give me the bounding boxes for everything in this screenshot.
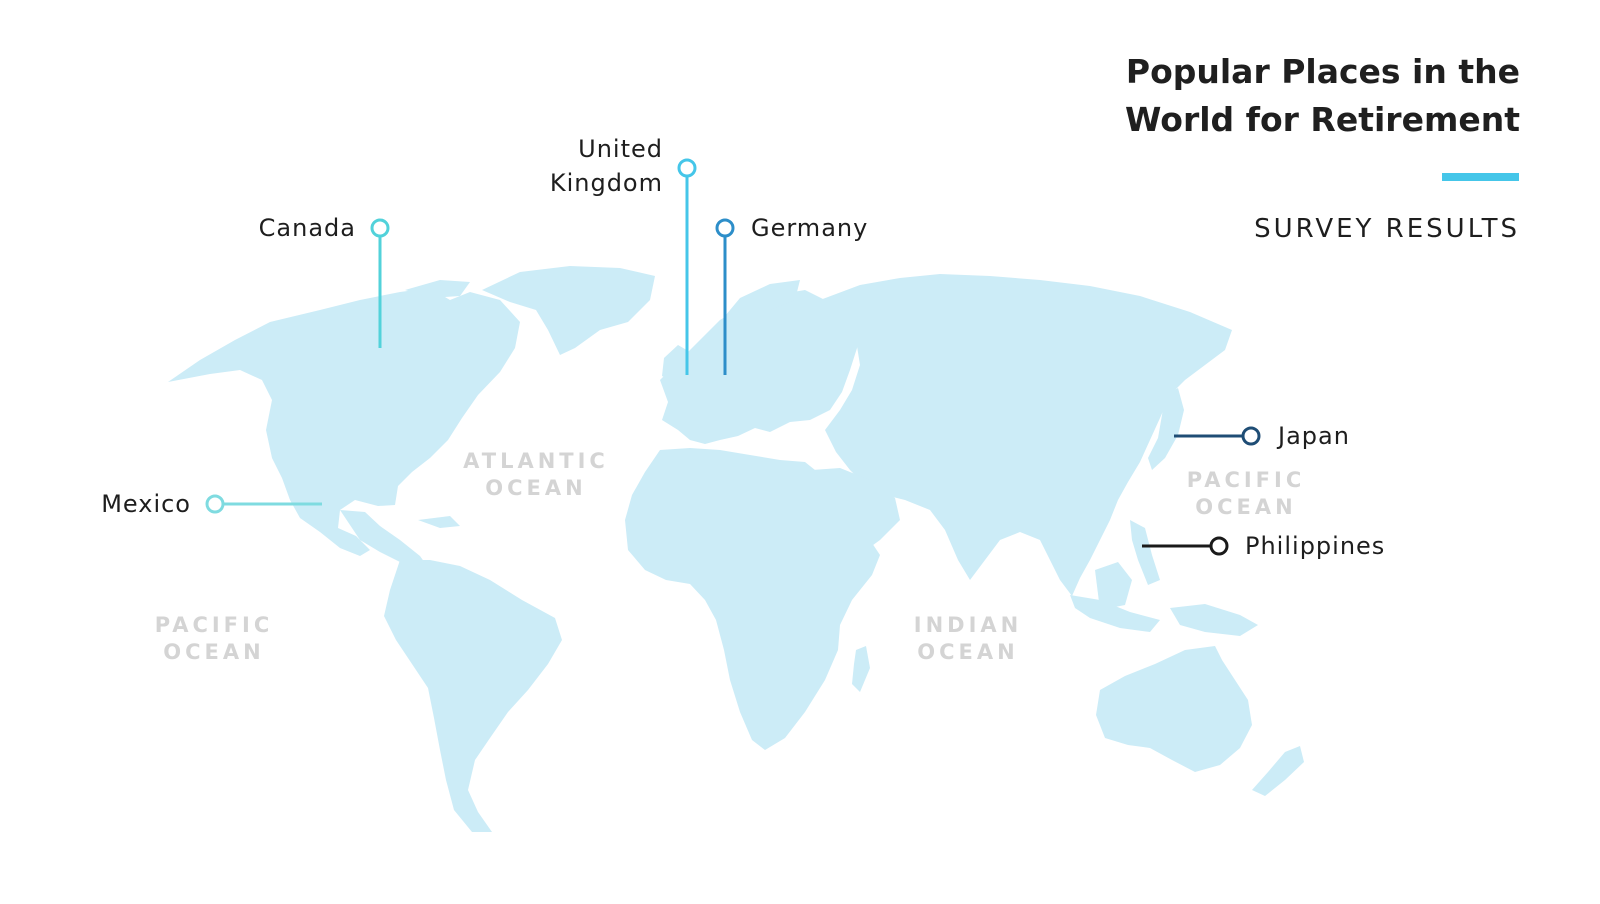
ocean-label-indian-line1: INDIAN [913, 613, 1023, 637]
south-america-landmass [384, 560, 562, 832]
title-accent-bar [1442, 173, 1519, 181]
ocean-label-pacific-west-line2: OCEAN [163, 640, 265, 664]
marker-mexico-ring[interactable] [205, 494, 225, 514]
north-america-landmass [168, 288, 520, 556]
japan-landmass [1148, 388, 1184, 470]
marker-label-japan: Japan [1278, 422, 1350, 450]
ocean-label-atlantic-line1: ATLANTIC [463, 449, 609, 473]
page-title-line1: Popular Places in the [1125, 52, 1520, 91]
ocean-label-pacific-west-line1: PACIFIC [154, 613, 274, 637]
ocean-label-pacific-east-line2: OCEAN [1195, 495, 1297, 519]
ocean-label-pacific-east: PACIFIC OCEAN [1126, 467, 1366, 521]
ocean-label-atlantic-line2: OCEAN [485, 476, 587, 500]
ocean-label-indian-line2: OCEAN [917, 640, 1019, 664]
caribbean-islands-landmass [418, 516, 460, 528]
marker-germany[interactable] [715, 218, 735, 375]
madagascar-landmass [852, 646, 870, 692]
marker-germany-ring[interactable] [715, 218, 735, 238]
marker-mexico[interactable] [205, 494, 322, 514]
ocean-label-pacific-west: PACIFIC OCEAN [94, 612, 334, 666]
marker-japan-ring[interactable] [1241, 426, 1261, 446]
marker-canada-ring[interactable] [370, 218, 390, 238]
greenland-landmass [482, 266, 655, 355]
scandinavia-landmass [720, 280, 800, 325]
central-america-landmass [340, 510, 430, 574]
ocean-label-atlantic: ATLANTIC OCEAN [416, 448, 656, 502]
land-masses [168, 266, 1304, 832]
arctic-islands-landmass [405, 280, 470, 298]
marker-canada[interactable] [370, 218, 390, 348]
britain-landmass [662, 345, 690, 382]
marker-philippines-ring[interactable] [1209, 536, 1229, 556]
africa-landmass [625, 448, 880, 750]
ocean-label-indian: INDIAN OCEAN [848, 612, 1088, 666]
new-zealand-landmass [1252, 746, 1304, 796]
marker-uk[interactable] [677, 158, 697, 375]
marker-japan[interactable] [1174, 426, 1261, 446]
marker-label-mexico: Mexico [101, 490, 191, 518]
philippines-landmass [1130, 520, 1160, 585]
marker-label-uk-line1: United [578, 135, 663, 163]
marker-label-uk: United Kingdom [550, 132, 663, 200]
europe-landmass [660, 290, 860, 444]
page-title: Popular Places in the World for Retireme… [1125, 48, 1520, 144]
asia-landmass [820, 274, 1232, 596]
indonesia-landmass [1070, 595, 1160, 632]
marker-label-uk-line2: Kingdom [549, 169, 663, 197]
borneo-landmass [1095, 562, 1132, 610]
marker-uk-ring[interactable] [677, 158, 697, 178]
ocean-label-pacific-east-line1: PACIFIC [1186, 468, 1306, 492]
marker-philippines[interactable] [1142, 536, 1229, 556]
marker-label-canada: Canada [258, 214, 356, 242]
australia-landmass [1096, 646, 1252, 772]
page-title-line2: World for Retirement [1125, 100, 1520, 139]
marker-label-philippines: Philippines [1245, 532, 1386, 560]
marker-label-germany: Germany [751, 214, 869, 242]
new-guinea-landmass [1170, 604, 1258, 636]
page-subtitle: SURVEY RESULTS [1254, 214, 1520, 244]
